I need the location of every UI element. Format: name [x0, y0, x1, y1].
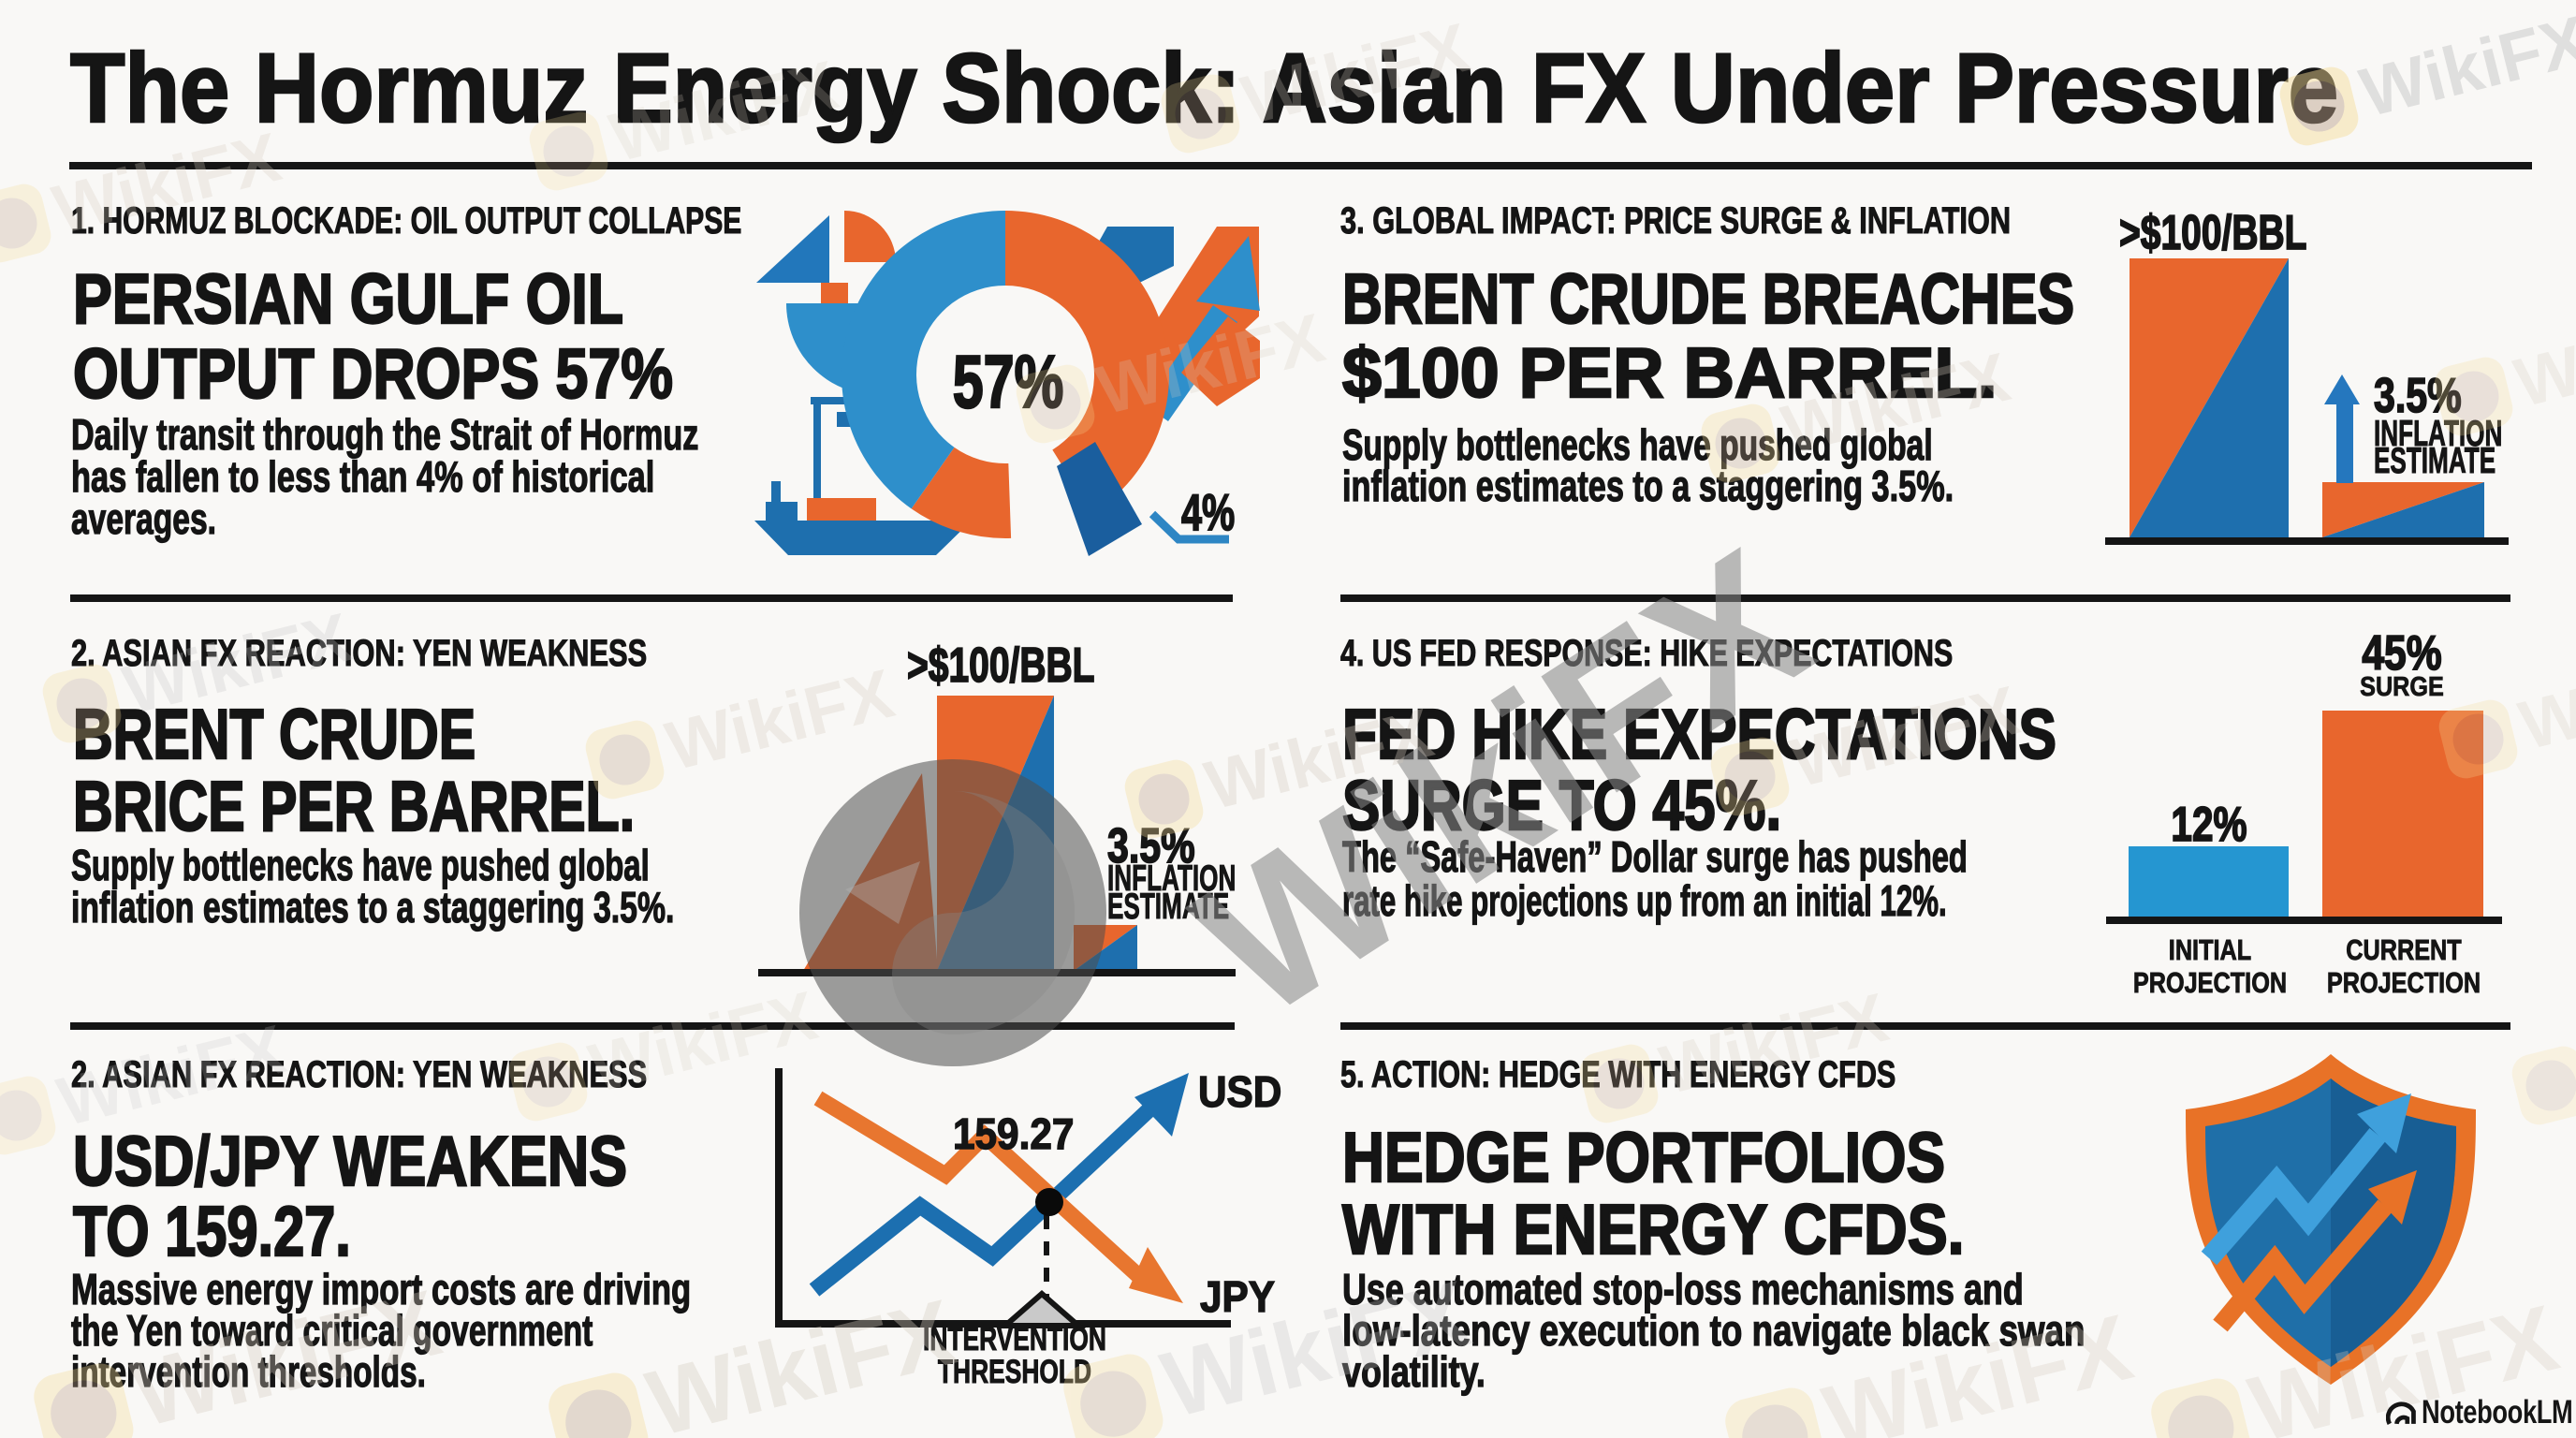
svg-text:INFLATION: INFLATION [2374, 414, 2502, 454]
svg-text:PROJECTION: PROJECTION [2327, 965, 2481, 998]
svg-text:USD: USD [1198, 1068, 1281, 1116]
svg-text:JPY: JPY [1200, 1273, 1275, 1321]
svg-text:PROJECTION: PROJECTION [2133, 965, 2287, 998]
svg-text:4%: 4% [1181, 485, 1235, 542]
svg-text:159.27: 159.27 [953, 1110, 1074, 1158]
svg-text:CURRENT: CURRENT [2346, 932, 2461, 965]
svg-text:ESTIMATE: ESTIMATE [2374, 441, 2496, 481]
svg-text:>$100/BBL: >$100/BBL [907, 637, 1094, 692]
svg-text:>$100/BBL: >$100/BBL [2119, 204, 2306, 259]
svg-text:45%: 45% [2362, 626, 2441, 681]
svg-text:INTERVENTION: INTERVENTION [923, 1320, 1106, 1357]
svg-text:INITIAL: INITIAL [2169, 932, 2251, 965]
svg-text:12%: 12% [2171, 797, 2247, 851]
svg-text:INFLATION: INFLATION [1107, 858, 1236, 899]
svg-text:ESTIMATE: ESTIMATE [1107, 887, 1229, 927]
svg-text:SURGE: SURGE [2360, 670, 2444, 701]
